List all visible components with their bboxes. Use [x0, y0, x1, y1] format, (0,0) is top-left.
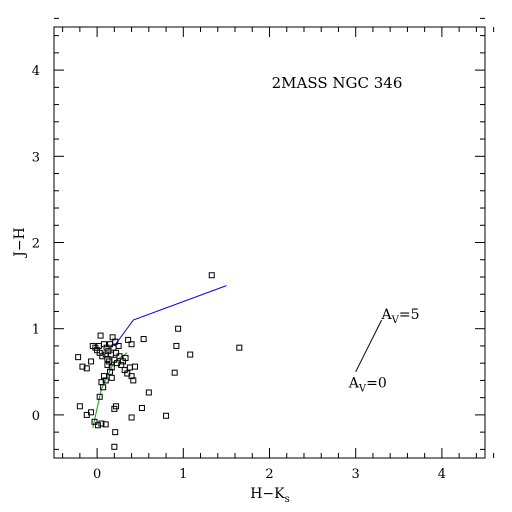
x-tick-label: 3	[352, 467, 360, 482]
data-point	[163, 412, 170, 419]
data-point	[130, 377, 137, 384]
extinction-label-sub: V	[391, 315, 400, 326]
extinction-label-base: A	[381, 307, 393, 323]
data-point	[145, 389, 152, 396]
tick-labels: 0 1 2 3 4 0 1 2 3 4	[32, 64, 446, 482]
data-point	[75, 354, 82, 361]
x-tick-label: 2	[265, 467, 273, 482]
data-points	[75, 272, 243, 450]
x-axis-label: H−Ks	[250, 486, 290, 505]
data-point	[208, 272, 215, 279]
series-line	[355, 319, 383, 373]
data-point	[113, 403, 120, 410]
x-axis-label-main: H−K	[250, 486, 285, 502]
y-tick-label: 0	[32, 409, 40, 424]
data-point	[83, 365, 90, 372]
data-point	[128, 373, 135, 380]
extinction-label-value: =5	[399, 307, 420, 323]
data-point	[108, 374, 115, 381]
extinction-label-sub: V	[358, 383, 367, 394]
y-tick-label: 2	[32, 237, 40, 252]
data-point	[128, 414, 135, 421]
data-point	[122, 355, 129, 362]
data-point	[236, 344, 243, 351]
extinction-label-base: A	[348, 375, 360, 391]
data-point	[112, 338, 119, 345]
data-point	[104, 361, 111, 368]
chart-title: 2MASS NGC 346	[272, 74, 403, 92]
data-point	[132, 363, 139, 370]
data-point	[110, 344, 117, 351]
data-point	[138, 405, 145, 412]
annotations: AV=5AV=0	[348, 307, 420, 394]
data-point	[100, 384, 107, 391]
data-point	[97, 332, 104, 339]
data-point	[113, 360, 120, 367]
data-point	[187, 351, 194, 358]
data-point	[102, 421, 109, 428]
data-point	[116, 353, 123, 360]
data-point	[76, 403, 83, 410]
y-tick-label: 4	[32, 64, 40, 79]
x-axis-label-sub: s	[285, 494, 290, 505]
data-point	[111, 443, 118, 450]
chart-frame	[53, 26, 486, 459]
ticks	[54, 17, 495, 458]
extinction-label: AV=0	[348, 375, 387, 394]
y-tick-label: 1	[32, 323, 40, 338]
data-point	[94, 422, 101, 429]
data-point	[107, 368, 114, 375]
data-point	[125, 336, 132, 343]
data-point	[140, 336, 147, 343]
data-point	[115, 342, 122, 349]
data-point	[88, 358, 95, 365]
data-point	[118, 361, 125, 368]
data-point	[88, 409, 95, 416]
x-tick-label: 4	[438, 467, 446, 482]
series-line	[113, 285, 227, 347]
data-point	[98, 420, 105, 427]
data-point	[103, 344, 110, 351]
data-point	[96, 393, 103, 400]
data-point	[100, 373, 107, 380]
extinction-label: AV=5	[381, 307, 420, 326]
x-tick-label: 0	[93, 467, 101, 482]
data-point	[171, 369, 178, 376]
data-point	[107, 341, 114, 348]
data-point	[113, 349, 120, 356]
y-axis-label: J−H	[12, 227, 28, 259]
data-point	[112, 429, 119, 436]
data-point	[175, 325, 182, 332]
y-tick-label: 3	[32, 150, 40, 165]
data-point	[173, 342, 180, 349]
data-point	[128, 341, 135, 348]
series-line	[92, 352, 128, 428]
series-lines	[92, 285, 383, 428]
data-point	[102, 377, 109, 384]
x-tick-label: 1	[179, 467, 187, 482]
data-point	[126, 364, 133, 371]
data-point	[91, 418, 98, 425]
data-point	[79, 363, 86, 370]
extinction-label-value: =0	[366, 375, 387, 391]
